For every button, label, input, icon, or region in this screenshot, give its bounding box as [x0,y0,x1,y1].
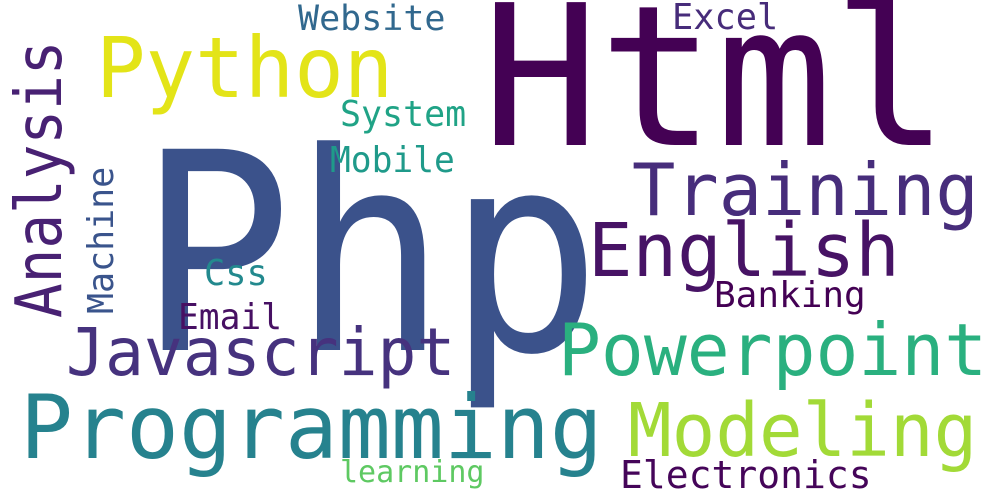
word-system: System [340,94,467,135]
word-php: Php [138,95,602,416]
word-training: Training [632,148,979,232]
word-python: Python [96,19,394,117]
word-email: Email [178,297,283,338]
word-machine: Machine [81,166,122,314]
word-banking: Banking [714,275,866,316]
word-html: Html [482,0,950,192]
word-website: Website [298,0,446,39]
word-english: English [588,208,900,294]
word-mobile: Mobile [330,140,455,181]
word-learning: learning [340,455,485,490]
word-excel: Excel [672,0,779,38]
word-analysis: Analysis [3,40,77,318]
word-modeling: Modeling [628,388,978,474]
word-electronics: Electronics [620,453,872,497]
word-css: Css [204,253,268,294]
word-javascript: Javascript [66,314,456,391]
word-programming: Programming [20,376,603,479]
word-powerpoint: Powerpoint [558,308,988,392]
